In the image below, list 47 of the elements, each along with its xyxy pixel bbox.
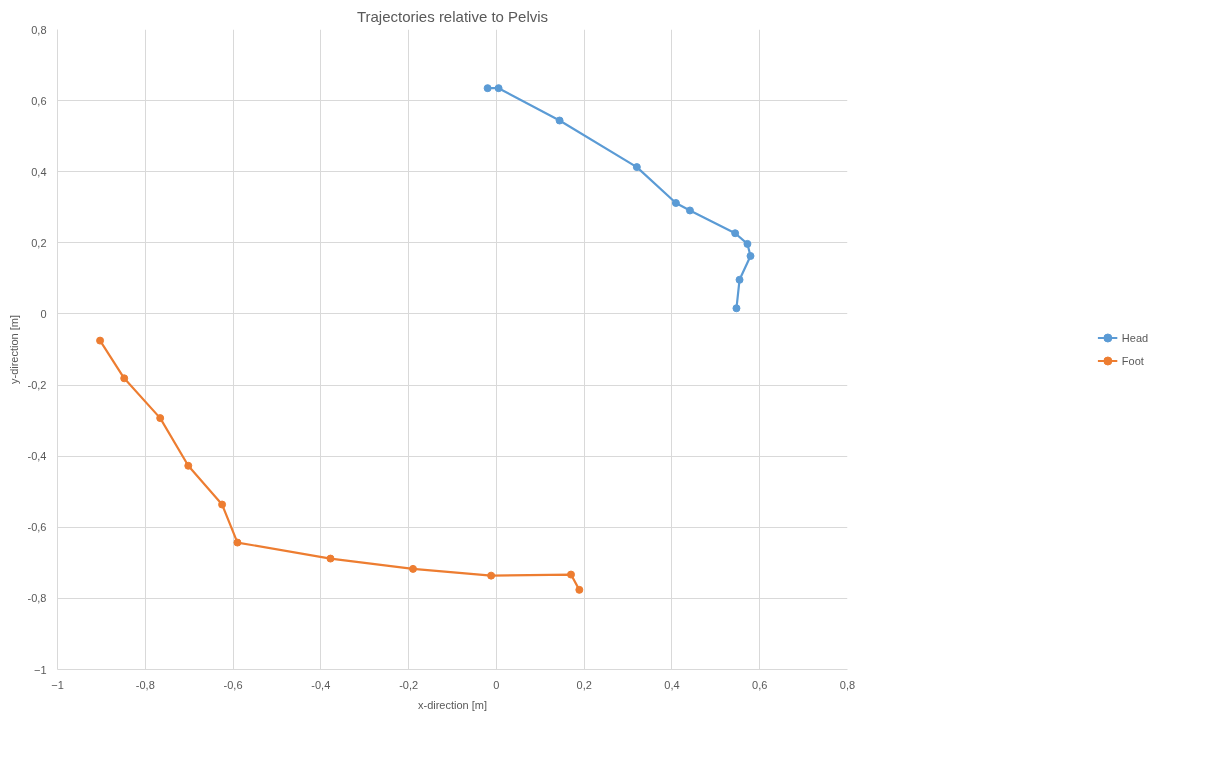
legend-label: Head — [1121, 331, 1149, 344]
point — [671, 199, 680, 207]
legend-label: Foot — [1121, 354, 1144, 367]
x-tick-label: -0,8 — [135, 678, 155, 691]
y-tick-label: -0,8 — [27, 592, 47, 605]
y-tick-label: 0,4 — [31, 165, 47, 178]
point — [487, 571, 496, 580]
point — [575, 585, 584, 594]
point — [120, 374, 129, 383]
point — [567, 570, 575, 579]
point — [731, 229, 740, 238]
point — [156, 414, 165, 423]
x-tick-label: 0,2 — [576, 678, 592, 691]
y-tick-label: -0,2 — [27, 379, 47, 392]
x-tick-label: −1 — [51, 678, 64, 691]
point — [184, 461, 193, 470]
point — [233, 538, 242, 547]
point — [218, 500, 227, 509]
y-tick-label: -0,4 — [27, 450, 47, 463]
point — [743, 239, 752, 248]
y-tick-label: 0,2 — [31, 236, 47, 249]
y-tick-label: 0,6 — [31, 94, 47, 107]
x-tick-label: 0,4 — [664, 678, 680, 691]
point — [632, 163, 641, 172]
y-axis-title: y-direction [m] — [7, 314, 20, 385]
x-tick-label: 0,8 — [839, 678, 856, 691]
point — [555, 116, 564, 125]
point — [409, 564, 417, 573]
point — [494, 84, 503, 93]
point — [96, 336, 105, 345]
point — [735, 275, 744, 284]
x-axis-title: x-direction [m] — [417, 698, 488, 711]
x-tick-label: 0 — [493, 678, 500, 691]
y-tick-label: 0 — [40, 307, 47, 320]
point — [685, 206, 694, 215]
x-tick-label: -0,6 — [223, 678, 243, 691]
point — [732, 304, 741, 313]
chart-title: Trajectories relative to Pelvis — [356, 7, 549, 25]
x-tick-label: -0,4 — [311, 678, 331, 691]
point — [746, 252, 755, 260]
point — [483, 84, 492, 93]
y-tick-label: -0,6 — [27, 521, 47, 534]
point — [326, 554, 335, 563]
x-tick-label: 0,6 — [752, 678, 768, 691]
x-tick-label: -0,2 — [399, 678, 419, 691]
y-tick-label: −1 — [33, 663, 47, 676]
y-tick-label: 0,8 — [31, 23, 47, 36]
